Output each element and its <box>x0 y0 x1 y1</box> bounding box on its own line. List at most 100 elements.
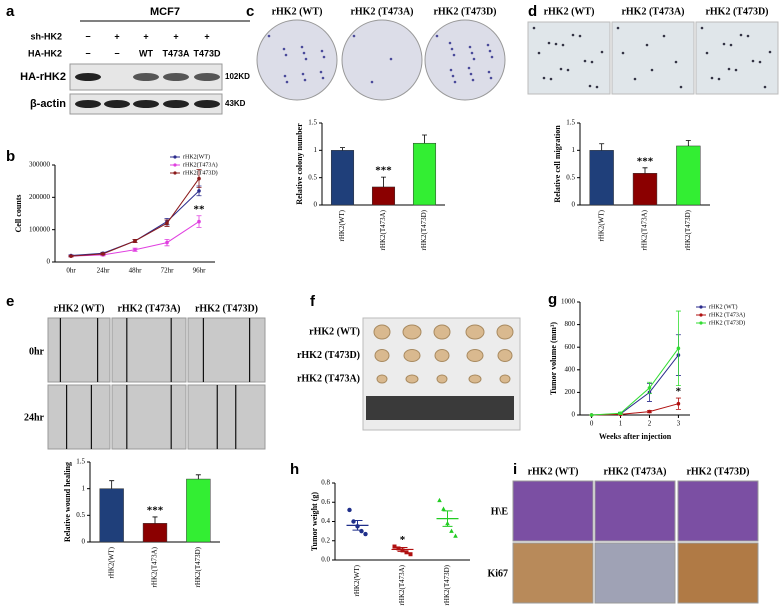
y-tick-label: 400 <box>565 365 576 373</box>
migrated-cell <box>578 34 582 38</box>
he-image <box>512 480 594 542</box>
colony <box>283 74 287 78</box>
point <box>396 546 401 551</box>
migrated-cell <box>590 60 594 64</box>
error-bar <box>642 167 648 174</box>
ruler <box>366 396 514 420</box>
annotation: * <box>400 534 406 546</box>
colony <box>352 34 356 38</box>
annotation: *** <box>375 165 392 177</box>
x-tick-label: 0 <box>590 420 594 428</box>
column-header: rHK2 (T473A) <box>603 466 666 477</box>
migrated-cell <box>633 77 637 81</box>
band <box>133 100 159 108</box>
y-tick-label: 200000 <box>29 193 51 201</box>
x-tick-label: rHK2(WT) <box>353 564 361 596</box>
error-bar <box>164 238 170 247</box>
tumor <box>433 324 451 340</box>
tumor <box>434 349 450 362</box>
tumor <box>436 374 448 384</box>
ki67-image <box>512 542 594 604</box>
series-line <box>70 178 200 257</box>
x-tick-label: 24hr <box>97 267 111 275</box>
y-tick-label: 0 <box>572 411 576 419</box>
migration-image <box>611 21 695 95</box>
y-tick-label: 0.5 <box>308 173 317 181</box>
row-label: rHK2 (T473A) <box>297 373 360 384</box>
error-bar <box>675 397 681 410</box>
bar <box>142 523 168 543</box>
column-header: rHK2 (T473D) <box>195 303 258 314</box>
column-header: rHK2 (T473D) <box>705 6 768 17</box>
y-tick-label: 1 <box>314 146 318 154</box>
migrated-cell <box>595 85 599 89</box>
colony <box>389 57 393 61</box>
wound-image <box>47 384 111 450</box>
wound-image <box>187 384 266 450</box>
panel-label: i <box>513 461 517 478</box>
legend-label: rHK2(T473D) <box>183 169 218 176</box>
y-tick-label: 0.8 <box>321 479 330 487</box>
migration-image <box>695 21 779 95</box>
colony <box>489 76 493 80</box>
blot-label: β-actin <box>30 98 66 110</box>
migrated-cell <box>710 76 714 80</box>
migrated-cell <box>674 60 678 64</box>
legend-marker <box>173 155 177 159</box>
colony <box>467 66 471 70</box>
column-header: rHK2 (T473A) <box>117 303 180 314</box>
annotation: ** <box>194 203 206 215</box>
y-tick-label: 1.5 <box>308 119 317 127</box>
x-tick-label: 48hr <box>129 267 143 275</box>
annotation: *** <box>147 504 164 516</box>
x-tick-label: 0hr <box>66 267 76 275</box>
tumor <box>499 374 511 384</box>
error-bar <box>164 219 170 227</box>
bar <box>589 150 614 206</box>
y-tick-label: 0.0 <box>321 556 330 564</box>
lane-mark: − <box>114 48 119 58</box>
band <box>104 100 130 108</box>
lane-mark: T473A <box>162 48 190 58</box>
legend-marker <box>699 305 703 309</box>
migrated-cell <box>679 85 683 89</box>
y-tick-label: 0 <box>47 258 51 266</box>
tumor <box>402 324 422 340</box>
series-line <box>591 354 679 416</box>
bar <box>632 173 658 206</box>
tumor <box>466 349 484 362</box>
point <box>449 528 454 533</box>
bar <box>676 145 701 206</box>
migrated-cell <box>650 68 654 72</box>
x-tick-label: 72hr <box>161 267 175 275</box>
y-tick-label: 100000 <box>29 225 51 233</box>
y-tick-label: 0.2 <box>321 536 330 544</box>
legend-label: rHK2 (WT) <box>709 303 738 310</box>
x-tick-label: rHK2(T473D) <box>684 209 692 250</box>
tumor <box>374 349 390 362</box>
lane-mark: − <box>85 31 90 41</box>
wound-image <box>47 317 111 383</box>
y-tick-label: 1000 <box>561 298 576 306</box>
band <box>194 100 220 108</box>
migrated-cell <box>700 26 704 30</box>
column-header: rHK2 (T473A) <box>350 6 413 17</box>
colony <box>452 53 456 57</box>
error-bar <box>618 411 624 415</box>
y-tick-label: 0 <box>572 201 576 209</box>
row-label: sh-HK2 <box>30 31 62 41</box>
y-axis-label: Relative colony number <box>295 123 304 205</box>
colony <box>453 80 457 84</box>
colony <box>469 72 473 76</box>
colony <box>471 78 475 82</box>
cell-line: MCF7 <box>150 6 180 18</box>
row-label: 24hr <box>24 412 45 423</box>
y-tick-label: 600 <box>565 343 576 351</box>
migrated-cell <box>542 76 546 80</box>
panel-label: b <box>6 148 15 165</box>
legend-label: rHK2 (T473A) <box>709 311 745 318</box>
point <box>408 552 413 557</box>
plate-image <box>341 19 423 101</box>
lane-mark: − <box>85 48 90 58</box>
error-bar <box>196 169 202 189</box>
